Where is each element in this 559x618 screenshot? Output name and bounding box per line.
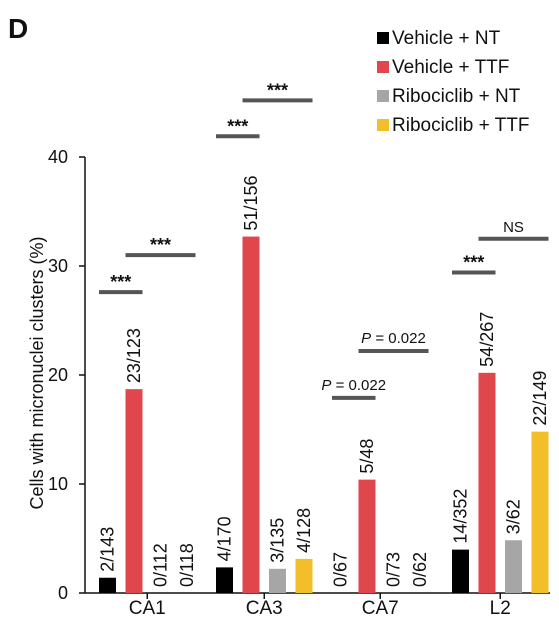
data-label: 14/352 bbox=[451, 489, 471, 544]
y-axis-label: Cells with micronuclei clusters (%) bbox=[27, 236, 47, 509]
data-label: 0/118 bbox=[177, 543, 197, 587]
data-label: 4/128 bbox=[294, 508, 314, 553]
data-label: 51/156 bbox=[241, 176, 261, 231]
significance-label: *** bbox=[227, 116, 248, 136]
legend: Vehicle + NT Vehicle + TTF Ribociclib + NT… bbox=[377, 28, 529, 136]
bar bbox=[358, 479, 376, 593]
bar bbox=[478, 372, 496, 593]
category-label: L2 bbox=[490, 598, 511, 618]
bar bbox=[269, 568, 286, 593]
data-label: 4/170 bbox=[215, 516, 235, 561]
y-tick-label: 30 bbox=[48, 256, 68, 276]
significance-label: NS bbox=[503, 219, 524, 236]
legend-label: Ribociclib + TTF bbox=[392, 115, 529, 136]
y-tick-label: 40 bbox=[48, 147, 68, 167]
data-label: 23/123 bbox=[124, 328, 144, 383]
bars bbox=[99, 236, 549, 593]
y-tick-label: 0 bbox=[58, 583, 68, 603]
data-label: 2/143 bbox=[98, 527, 118, 572]
data-label: 54/267 bbox=[477, 312, 497, 367]
significance-label: *** bbox=[267, 80, 288, 100]
data-label: 0/67 bbox=[331, 552, 351, 587]
bar bbox=[531, 431, 549, 593]
legend-label: Vehicle + TTF bbox=[392, 57, 509, 78]
bar bbox=[242, 236, 260, 593]
legend-label: Vehicle + NT bbox=[392, 28, 501, 49]
x-axis-ticks: CA1 CA3 CA7 L2 bbox=[129, 593, 511, 618]
data-label: 3/135 bbox=[268, 518, 288, 563]
panel-letter: D bbox=[8, 13, 28, 44]
bar bbox=[125, 389, 143, 593]
significance-label: P = 0.022 bbox=[361, 330, 426, 347]
data-label: 22/149 bbox=[530, 371, 550, 426]
legend-swatch bbox=[377, 61, 389, 73]
bar bbox=[505, 540, 522, 593]
y-axis-ticks: 0 10 20 30 40 bbox=[48, 147, 85, 603]
data-label: 0/62 bbox=[410, 552, 430, 587]
legend-swatch bbox=[377, 90, 389, 102]
bar bbox=[99, 577, 116, 593]
significance-label: *** bbox=[463, 253, 484, 273]
significance-annotations: *** *** *** *** P = 0.022 P = 0.022 *** NS bbox=[99, 80, 549, 400]
legend-swatch bbox=[377, 32, 389, 44]
significance-label: P = 0.022 bbox=[321, 377, 386, 394]
y-tick-label: 20 bbox=[48, 365, 68, 385]
data-label: 0/112 bbox=[151, 543, 171, 587]
bar bbox=[216, 567, 233, 593]
legend-label: Ribociclib + NT bbox=[392, 86, 521, 107]
significance-label: *** bbox=[110, 272, 131, 292]
category-label: CA3 bbox=[246, 598, 283, 618]
y-tick-label: 10 bbox=[48, 474, 68, 494]
legend-swatch bbox=[377, 119, 389, 131]
bar bbox=[452, 549, 469, 593]
data-label: 0/73 bbox=[384, 552, 404, 587]
data-labels: 2/143 4/170 0/67 14/352 23/123 51/156 5/48 54/2… bbox=[98, 176, 551, 587]
category-label: CA1 bbox=[129, 598, 166, 618]
significance-label: *** bbox=[150, 235, 171, 255]
bar bbox=[295, 558, 313, 593]
data-label: 5/48 bbox=[357, 439, 377, 474]
category-label: CA7 bbox=[362, 598, 399, 618]
data-label: 3/62 bbox=[504, 499, 524, 534]
